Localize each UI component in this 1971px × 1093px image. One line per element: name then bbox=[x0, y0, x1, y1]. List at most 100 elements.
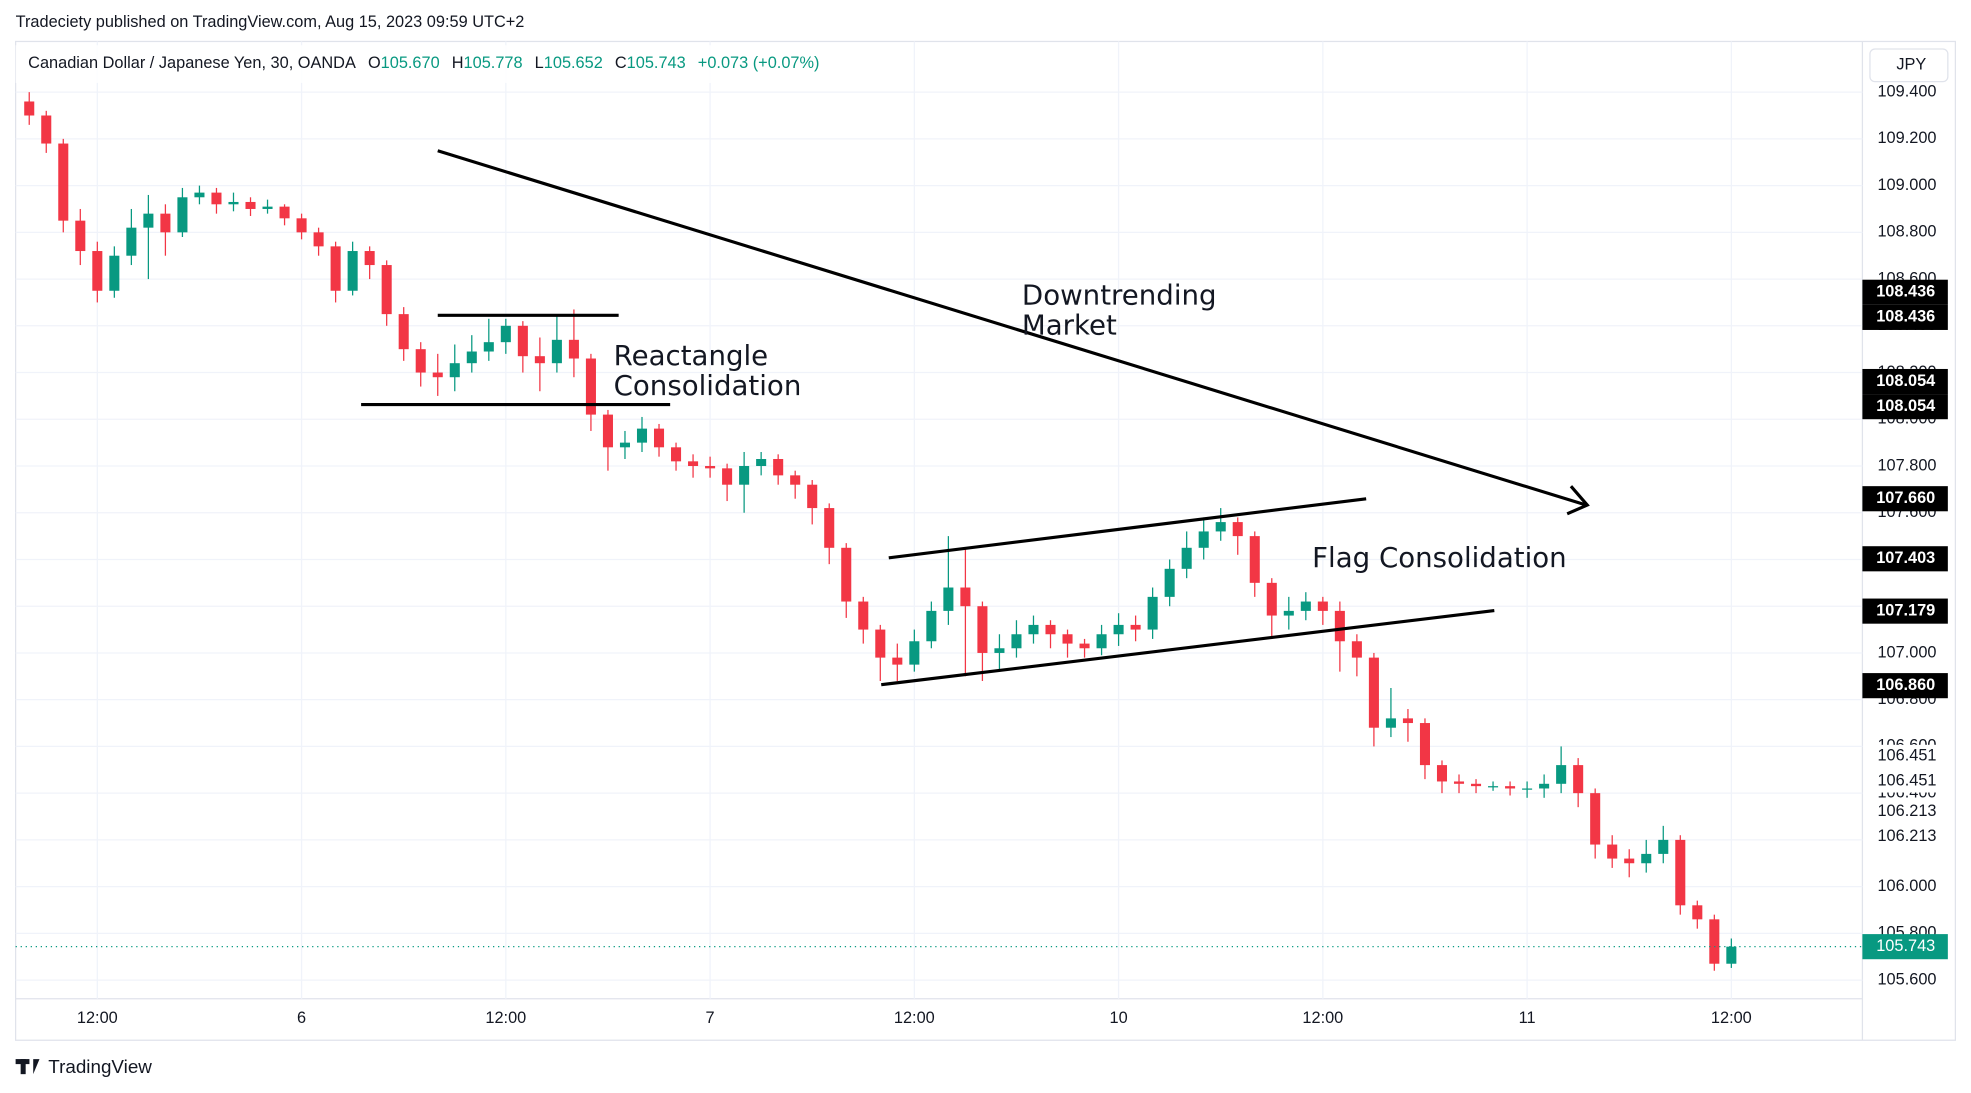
candle-body bbox=[568, 339, 579, 359]
x-tick-label: 11 bbox=[1519, 1009, 1536, 1027]
candle-body bbox=[1522, 788, 1533, 790]
candle-body bbox=[1079, 643, 1090, 649]
candle-body bbox=[534, 356, 545, 364]
axis-price-label: 106.213 bbox=[1877, 827, 1936, 845]
candle-body bbox=[364, 251, 375, 266]
candle-body bbox=[653, 428, 665, 448]
candle-body bbox=[126, 227, 137, 256]
candle-body bbox=[296, 218, 307, 233]
ohlc-key: O bbox=[368, 54, 381, 72]
candle-body bbox=[449, 363, 460, 378]
ohlc-key: L bbox=[535, 54, 544, 72]
price-marker-label: 107.660 bbox=[1876, 489, 1935, 507]
candle-body bbox=[722, 468, 733, 485]
candle-body bbox=[705, 466, 716, 469]
candle-body bbox=[602, 414, 613, 448]
symbol: Canadian Dollar / Japanese Yen, 30, OAND… bbox=[28, 54, 356, 72]
candle-body bbox=[824, 508, 835, 548]
candle-body bbox=[1130, 624, 1141, 630]
candle-body bbox=[841, 547, 852, 602]
candle-body bbox=[875, 629, 886, 658]
brand-logo bbox=[15, 1059, 40, 1075]
ohlc-key: C bbox=[615, 54, 627, 72]
price-marker-label: 108.436 bbox=[1876, 283, 1935, 301]
trend-line bbox=[437, 149, 1587, 507]
ohlc-value: 105.778 bbox=[464, 54, 523, 72]
candle-body bbox=[1300, 601, 1311, 611]
candle-body bbox=[75, 220, 86, 252]
candle-body bbox=[892, 657, 903, 665]
brand: TradingView bbox=[48, 1056, 152, 1077]
candle-body bbox=[858, 601, 869, 630]
candle-body bbox=[1113, 624, 1124, 635]
price-marker-box bbox=[1862, 304, 1948, 330]
candle-body bbox=[228, 201, 239, 205]
grid bbox=[15, 41, 1863, 999]
y-tick-label: 109.200 bbox=[1877, 129, 1936, 147]
axis-label-bg bbox=[1863, 825, 1955, 849]
candle-body bbox=[1147, 596, 1158, 630]
candle-body bbox=[943, 587, 954, 611]
candle-body bbox=[671, 447, 682, 462]
annotation: Flag Consolidation bbox=[1312, 541, 1567, 574]
price-marker-label: 107.403 bbox=[1876, 549, 1935, 567]
candle-body bbox=[194, 192, 205, 198]
chart-frame bbox=[14, 40, 1957, 1041]
candle-body bbox=[1283, 610, 1294, 616]
candle-body bbox=[1726, 946, 1737, 964]
candle-body bbox=[756, 458, 767, 467]
x-tick-label: 12:00 bbox=[1711, 1009, 1752, 1027]
candle-body bbox=[909, 641, 920, 665]
price-scale: 105.600105.800106.000106.200106.400106.6… bbox=[15, 82, 1955, 1027]
candle-body bbox=[245, 201, 256, 209]
candle-body bbox=[1028, 624, 1039, 635]
candle-body bbox=[1096, 634, 1107, 649]
y-tick-label: 107.800 bbox=[1877, 456, 1936, 474]
candle-body bbox=[1590, 793, 1601, 845]
axis-price-label: 106.451 bbox=[1877, 746, 1936, 764]
x-tick-label: 12:00 bbox=[77, 1009, 118, 1027]
candle-body bbox=[636, 428, 648, 443]
currency-button[interactable] bbox=[1869, 48, 1949, 83]
price-marker-label: 108.436 bbox=[1876, 308, 1935, 326]
x-tick-label: 12:00 bbox=[894, 1009, 935, 1027]
candle-body bbox=[977, 606, 988, 653]
candle-body bbox=[466, 351, 477, 364]
candle-body bbox=[432, 372, 443, 378]
price-marker-box bbox=[1862, 673, 1948, 699]
candle-body bbox=[347, 251, 358, 291]
candle-body bbox=[483, 342, 494, 352]
candle-body bbox=[381, 265, 392, 315]
candle-body bbox=[1692, 905, 1703, 920]
candle-body bbox=[1181, 547, 1192, 569]
y-tick-label: 105.600 bbox=[1877, 970, 1936, 988]
candle-body bbox=[773, 458, 784, 476]
candles bbox=[24, 92, 1737, 971]
trend-arrow bbox=[1566, 485, 1590, 516]
candle-body bbox=[739, 466, 750, 485]
ohlc-key: H bbox=[452, 54, 464, 72]
axis-price-label: 106.451 bbox=[1877, 772, 1936, 790]
candle-body bbox=[1624, 858, 1635, 864]
currency[interactable]: JPY bbox=[1896, 56, 1926, 74]
flag-bottom bbox=[881, 609, 1495, 687]
candle-body bbox=[807, 484, 818, 509]
candle-body bbox=[500, 325, 511, 343]
candle-body bbox=[1215, 522, 1226, 532]
ohlc-value: 105.652 bbox=[544, 54, 603, 72]
price-marker-label: 107.179 bbox=[1876, 601, 1935, 619]
legend-bg bbox=[15, 45, 896, 83]
axis-price-label: 106.213 bbox=[1877, 802, 1936, 820]
candle-body bbox=[1351, 641, 1362, 658]
candle-body bbox=[1607, 844, 1618, 859]
price-marker-box bbox=[1862, 394, 1948, 420]
ohlc-value: 105.743 bbox=[627, 54, 686, 72]
candle-body bbox=[1436, 765, 1448, 782]
candle-body bbox=[960, 587, 971, 607]
candle-body bbox=[1658, 839, 1669, 854]
candle-body bbox=[1573, 765, 1584, 794]
candle-body bbox=[1675, 839, 1686, 906]
candle-body bbox=[415, 349, 426, 373]
